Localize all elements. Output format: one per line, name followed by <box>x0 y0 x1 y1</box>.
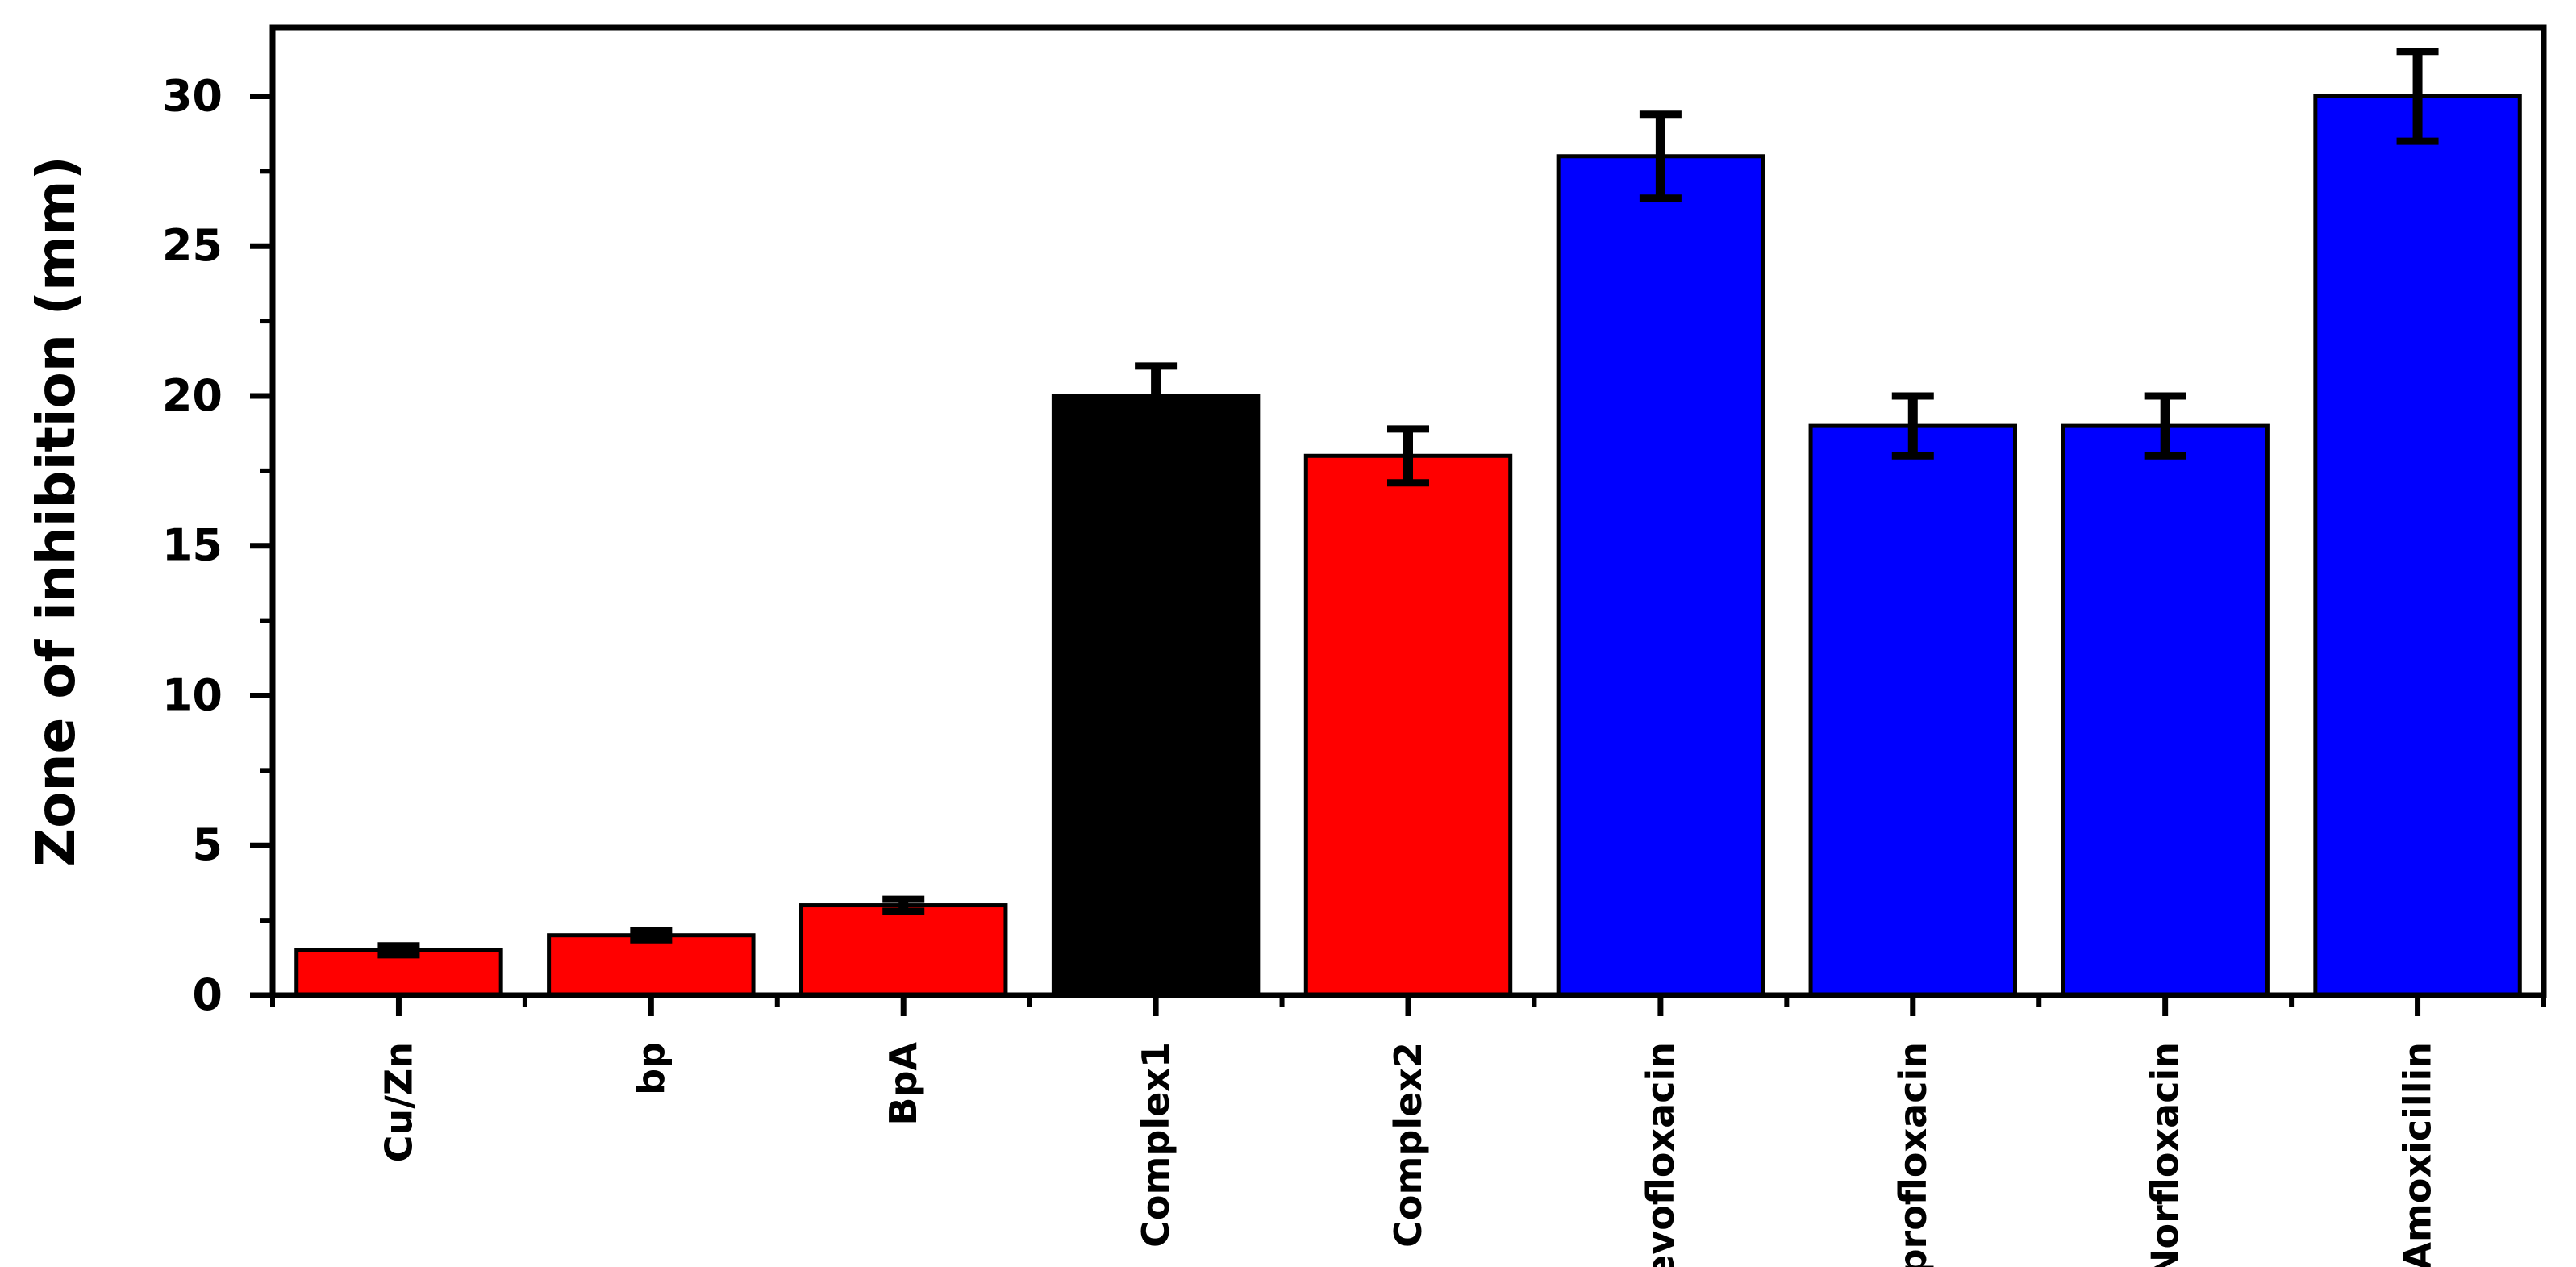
bar <box>2313 94 2522 998</box>
y-tick-label: 25 <box>162 220 223 271</box>
x-tick-label: Norfloxacin <box>2144 1042 2187 1267</box>
x-tick-label: Complex1 <box>1134 1042 1178 1248</box>
y-tick-label: 5 <box>192 819 223 870</box>
y-axis-label: Zone of inhibition (mm) <box>25 156 87 866</box>
x-tick-label: Levofloxacin <box>1639 1042 1682 1267</box>
x-tick-label: Amoxicillin <box>2396 1042 2440 1267</box>
bar <box>547 933 756 998</box>
x-tick-label: Complex2 <box>1386 1042 1430 1248</box>
x-axis: Cu/Zn bp BpA Complex1 Complex2 Levofloxacin Ci… <box>270 995 2546 1267</box>
bar <box>1051 394 1261 998</box>
x-tick-label: Ciprofloxacin <box>1891 1042 1935 1267</box>
y-tick-label: 0 <box>192 969 223 1020</box>
error-bars-group <box>377 48 2439 959</box>
y-axis: 0 5 10 15 20 25 30 <box>162 70 273 1020</box>
bar <box>1808 423 2017 998</box>
bar <box>2061 423 2270 998</box>
y-tick-label: 30 <box>162 70 223 121</box>
bar <box>799 903 1008 998</box>
x-tick-label: bp <box>629 1042 673 1095</box>
y-tick-label: 20 <box>162 370 223 421</box>
bar <box>1303 453 1513 998</box>
y-tick-label: 10 <box>162 669 223 720</box>
y-tick-label: 15 <box>162 520 223 571</box>
bar <box>1556 154 1765 998</box>
x-tick-label: BpA <box>882 1042 925 1126</box>
bars-group <box>294 94 2522 998</box>
x-tick-label: Cu/Zn <box>377 1042 420 1162</box>
